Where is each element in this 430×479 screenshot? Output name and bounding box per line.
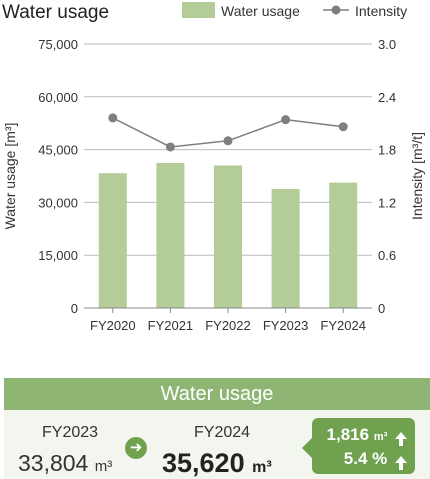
chart-legend: Water usage Intensity	[182, 2, 407, 19]
previous-value-unit: m³	[94, 458, 113, 475]
difference-value: 1,816	[326, 425, 370, 444]
bar-water-usage	[156, 162, 185, 308]
legend-bar-label: Water usage	[221, 3, 300, 19]
y-tick-label: 0	[71, 301, 78, 316]
difference-unit: m³	[373, 431, 388, 443]
difference-percent-value: 5.4	[343, 449, 368, 468]
summary-title: Water usage	[4, 378, 430, 410]
bar-water-usage	[214, 165, 242, 308]
difference-badge: 1,816 m³ 5.4 %	[302, 418, 415, 474]
x-tick-label: FY2020	[90, 318, 136, 333]
current-year: FY2024	[194, 424, 251, 441]
intensity-point	[338, 122, 348, 132]
current-value-unit: m³	[252, 459, 272, 476]
arrow-right-icon: ➜	[125, 437, 147, 459]
intensity-point	[281, 115, 291, 125]
previous-value: 33,804 m³	[18, 450, 112, 477]
y-tick-label: 30,000	[38, 195, 78, 210]
bar-water-usage	[329, 182, 358, 308]
bar-water-usage	[98, 173, 127, 308]
difference-absolute: 1,816 m³	[326, 425, 407, 447]
legend-line-marker	[331, 5, 341, 15]
summary-panel: FY2023 33,804 m³ ➜ FY2024 35,620 m³ 1,81…	[4, 410, 430, 479]
intensity-point	[223, 136, 233, 146]
y-tick-label: 60,000	[38, 90, 78, 105]
y-tick-label: 75,000	[38, 37, 78, 52]
intensity-point	[165, 142, 175, 152]
x-tick-label: FY2022	[205, 318, 251, 333]
x-tick-label: FY2023	[263, 318, 309, 333]
x-tick-label: FY2024	[320, 318, 366, 333]
previous-year: FY2023	[42, 424, 99, 441]
y-tick-label: 45,000	[38, 143, 78, 158]
arrow-up-icon	[395, 432, 407, 447]
y2-axis-label: Intensity [m³/t]	[409, 132, 425, 220]
y2-tick-label: 0.6	[378, 248, 396, 263]
legend-line-label: Intensity	[355, 3, 407, 19]
chart-title: Water usage	[2, 2, 109, 23]
difference-badge-pointer	[302, 438, 312, 458]
y2-tick-label: 0	[378, 301, 385, 316]
legend-bar-swatch	[182, 2, 215, 18]
bar-water-usage	[271, 189, 300, 308]
y2-tick-label: 3.0	[378, 37, 396, 52]
current-value-number: 35,620	[162, 448, 245, 478]
y2-tick-label: 1.2	[378, 195, 396, 210]
previous-value-number: 33,804	[18, 450, 89, 476]
current-value: 35,620 m³	[162, 448, 272, 479]
y-tick-label: 15,000	[38, 248, 78, 263]
y2-tick-label: 2.4	[378, 90, 396, 105]
difference-percent-unit: %	[372, 449, 388, 468]
water-usage-chart: Water usage Water usage Intensity 0 0 15,0…	[2, 2, 425, 333]
intensity-point	[108, 113, 118, 123]
x-tick-label: FY2021	[148, 318, 194, 333]
y2-tick-label: 1.8	[378, 143, 396, 158]
y-axis-label: Water usage [m³]	[2, 123, 18, 230]
difference-percent: 5.4 %	[343, 449, 407, 471]
arrow-up-icon	[395, 456, 407, 471]
